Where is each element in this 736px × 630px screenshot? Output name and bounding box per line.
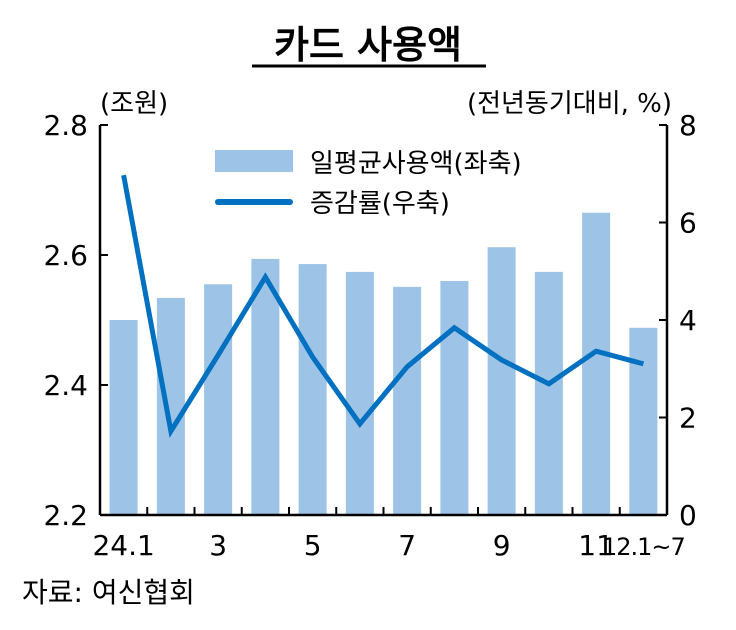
left-unit-label: (조원) bbox=[100, 89, 168, 119]
right-tick-label: 6 bbox=[679, 207, 697, 240]
legend-bar-label: 일평균사용액(좌축) bbox=[310, 149, 522, 179]
bar bbox=[109, 320, 138, 515]
x-tick-label: 5 bbox=[304, 529, 322, 562]
legend-line-label: 증감률(우축) bbox=[310, 189, 450, 219]
right-tick-label: 0 bbox=[679, 499, 697, 532]
bar bbox=[487, 247, 516, 515]
x-tick-label: 9 bbox=[493, 529, 511, 562]
bar bbox=[393, 286, 422, 515]
left-tick-label: 2.6 bbox=[43, 239, 88, 272]
bar bbox=[440, 281, 469, 515]
right-tick-label: 2 bbox=[679, 402, 697, 435]
left-tick-label: 2.8 bbox=[43, 109, 88, 142]
x-tick-label: 12.1~7 bbox=[602, 533, 685, 561]
bar bbox=[582, 212, 611, 515]
line-series bbox=[121, 174, 645, 438]
bar bbox=[534, 271, 563, 515]
x-tick-label: 24.1 bbox=[92, 529, 154, 562]
source-note: 자료: 여신협회 bbox=[22, 576, 195, 609]
right-tick-label: 4 bbox=[679, 304, 697, 337]
bar bbox=[156, 297, 185, 515]
x-tick-label: 7 bbox=[398, 529, 416, 562]
bar bbox=[251, 258, 280, 515]
bar bbox=[629, 327, 658, 515]
right-tick-label: 8 bbox=[679, 109, 697, 142]
x-tick-label: 11 bbox=[578, 529, 614, 562]
bar bbox=[204, 284, 233, 515]
left-tick-label: 2.4 bbox=[43, 369, 88, 402]
right-unit-label: (전년동기대비, %) bbox=[467, 89, 672, 119]
x-tick-label: 3 bbox=[209, 529, 227, 562]
legend-bar-swatch bbox=[215, 150, 293, 172]
bar bbox=[345, 271, 374, 515]
bar bbox=[298, 264, 327, 515]
left-tick-label: 2.2 bbox=[43, 499, 88, 532]
chart-title: 카드 사용액 bbox=[274, 23, 462, 67]
